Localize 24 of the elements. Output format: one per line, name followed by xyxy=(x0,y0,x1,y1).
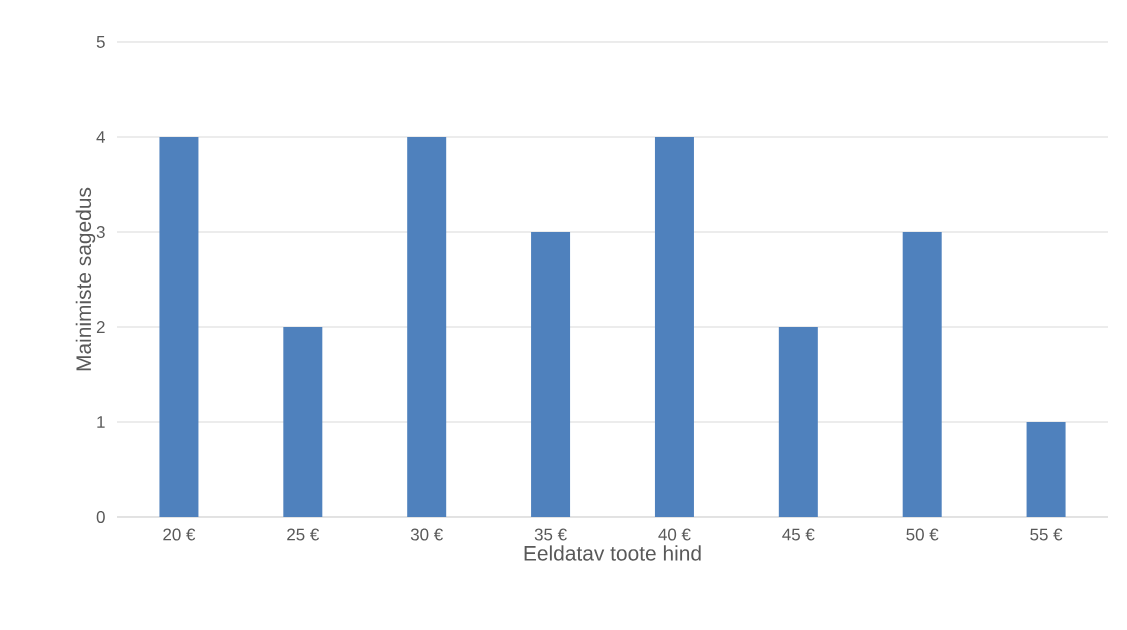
y-tick-label: 3 xyxy=(96,226,105,238)
x-tick-label: 40 € xyxy=(658,528,691,541)
bar xyxy=(159,137,199,517)
bar xyxy=(531,232,571,517)
bar xyxy=(283,327,323,517)
y-tick-label: 5 xyxy=(96,36,105,48)
bar xyxy=(407,137,447,517)
x-tick-label: 55 € xyxy=(1030,528,1063,541)
bar xyxy=(902,232,942,517)
x-tick-label: 45 € xyxy=(782,528,815,541)
bar xyxy=(1026,422,1066,517)
x-axis-title: Eeldatav toote hind xyxy=(524,545,701,561)
bar xyxy=(654,137,694,517)
y-tick-label: 4 xyxy=(96,131,105,143)
y-tick-label: 0 xyxy=(96,511,105,523)
y-tick-label: 1 xyxy=(97,416,105,428)
bar xyxy=(778,327,818,517)
x-tick-label: 20 € xyxy=(163,528,196,541)
y-axis-title: Mainimiste sagedus xyxy=(75,187,96,371)
x-tick-label: 25 € xyxy=(287,528,320,541)
x-tick-label: 30 € xyxy=(410,528,443,541)
y-tick-label: 2 xyxy=(96,321,105,333)
x-tick-label: 35 € xyxy=(534,528,567,541)
x-tick-label: 50 € xyxy=(906,528,939,541)
